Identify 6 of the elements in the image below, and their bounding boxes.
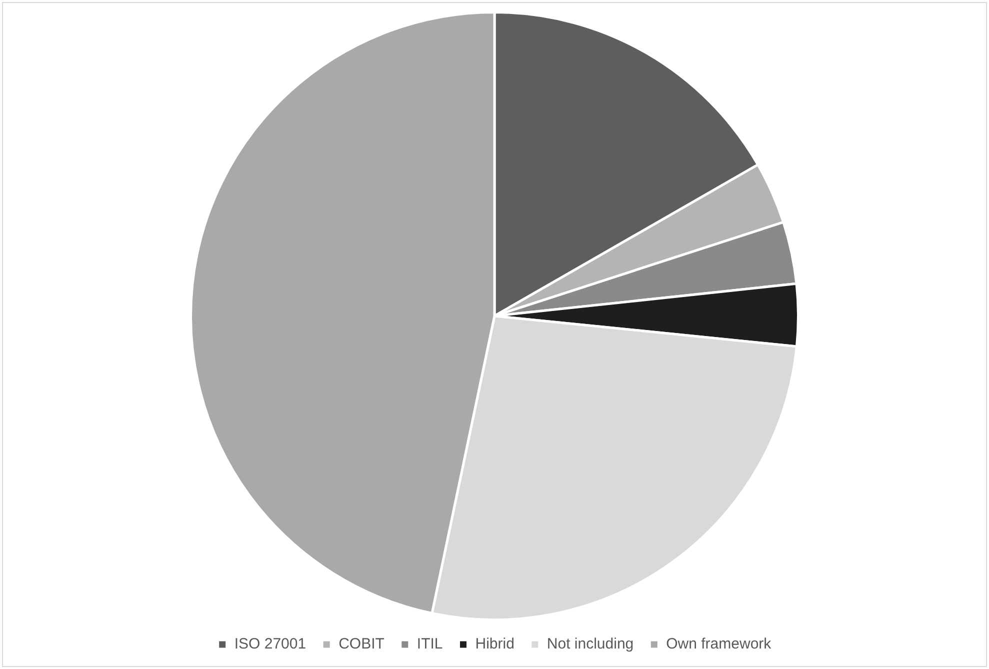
legend-label: ITIL xyxy=(416,636,443,653)
legend-label: Own framework xyxy=(666,636,772,653)
legend-label: Hibrid xyxy=(475,636,514,653)
legend-label: Not including xyxy=(546,636,634,653)
legend-label: COBIT xyxy=(338,636,384,653)
legend-label: ISO 27001 xyxy=(234,636,306,653)
